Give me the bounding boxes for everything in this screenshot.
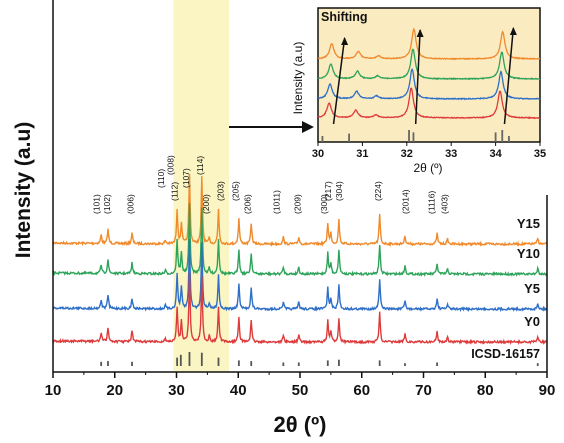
inset-shift-arrowhead — [416, 29, 424, 37]
x-tick-label: 60 — [353, 382, 370, 399]
inset-shift-arrowhead — [509, 27, 517, 35]
inset-x-tick-label: 31 — [356, 148, 368, 160]
peak-label: (224) — [373, 181, 383, 201]
series-label: Y0 — [524, 314, 540, 329]
inset-series-line-y0 — [317, 87, 541, 120]
series-line-y5 — [52, 239, 548, 313]
inset-y-axis-label: Intensity (a.u) — [291, 42, 305, 115]
inset-x-tick-label: 30 — [312, 148, 324, 160]
inset-series-line-y10 — [317, 48, 541, 81]
peak-label: (102) — [102, 194, 112, 214]
peak-label: (300) — [319, 194, 329, 214]
series-line-y0 — [52, 272, 548, 346]
peak-label: (107) — [181, 168, 191, 188]
x-tick-label: 50 — [292, 382, 309, 399]
peak-label: (101) — [91, 194, 101, 214]
inset-title: Shifting — [321, 10, 368, 24]
peak-label: (200) — [201, 194, 211, 214]
inset-shift-arrow — [503, 27, 515, 125]
inset-x-tick-label: 34 — [489, 148, 502, 160]
x-tick-label: 80 — [477, 382, 494, 399]
peak-label: (008) — [165, 155, 175, 175]
inset-series-line-y5 — [317, 68, 541, 101]
reference-label: ICSD-16157 — [471, 347, 540, 361]
peak-label: (2014) — [401, 189, 411, 214]
x-tick-label: 10 — [45, 382, 62, 399]
series-line-y15 — [52, 173, 548, 248]
peak-label: (1116) — [427, 191, 437, 214]
peak-label: (114) — [195, 156, 205, 175]
x-tick-label: 70 — [415, 382, 432, 399]
inset-x-tick-label: 35 — [534, 148, 546, 160]
series-label: Y15 — [517, 216, 540, 231]
inset-shift-arrowhead — [341, 37, 349, 45]
peak-label: (206) — [243, 194, 253, 214]
series-label: Y10 — [517, 246, 540, 261]
y-axis-label: Intensity (a.u) — [12, 122, 35, 259]
peak-label: (304) — [334, 181, 344, 201]
peak-label: (1011) — [272, 190, 282, 214]
x-tick-label: 30 — [168, 382, 185, 399]
series-label: Y5 — [524, 281, 540, 296]
peak-label: (209) — [293, 194, 303, 214]
x-tick-label: 90 — [539, 382, 556, 399]
x-axis-label: 2θ (º) — [274, 412, 327, 437]
peak-label: (403) — [440, 194, 450, 214]
inset-x-tick-label: 32 — [401, 148, 413, 160]
inset-x-axis-label: 2θ (º) — [413, 161, 442, 175]
inset-series-line-y15 — [317, 27, 541, 61]
inset-shift-arrow — [414, 29, 421, 125]
inset-frame — [317, 7, 541, 143]
x-tick-label: 20 — [106, 382, 123, 399]
x-tick-label: 40 — [230, 382, 247, 399]
peak-label: (217) — [323, 181, 333, 201]
main-plot-area: 10 20 30 40 50 60 70 80 90 ICSD-16157 Y15 Y10 Y5 Y0 (1… — [45, 0, 556, 399]
peak-label: (205) — [230, 181, 240, 201]
peak-label: (110) — [156, 169, 166, 188]
inset-shift-arrow — [332, 37, 346, 125]
pointer-arrow-head — [302, 121, 314, 133]
series-line-y10 — [52, 203, 548, 277]
peak-label: (203) — [215, 181, 225, 201]
peak-label: (006) — [125, 194, 135, 214]
inset-chart: 30 31 32 33 34 35 — [312, 7, 546, 160]
peak-label: (112) — [170, 182, 180, 201]
inset-x-tick-label: 33 — [445, 148, 457, 160]
